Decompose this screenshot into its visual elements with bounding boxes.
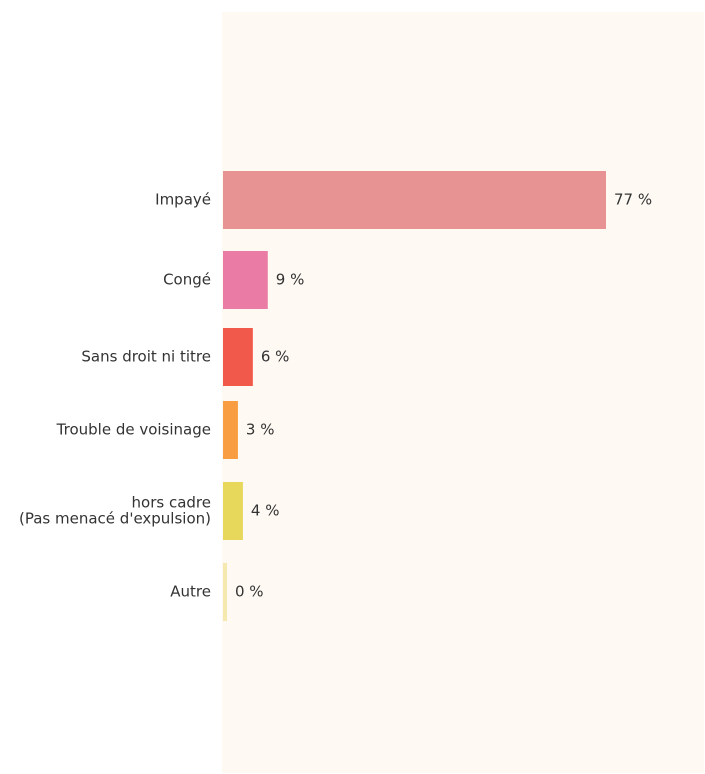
category-labels-group: Impayé Congé Sans droit ni titre Trouble de…	[19, 191, 211, 601]
value-label-5: 0 %	[235, 583, 264, 601]
bars-group	[223, 171, 606, 621]
category-label-0: Impayé	[155, 191, 211, 209]
value-label-0: 77 %	[614, 191, 652, 209]
bar-1	[223, 251, 268, 309]
category-label-2: Sans droit ni titre	[81, 348, 211, 366]
bar-4	[223, 482, 243, 540]
plot-background	[222, 12, 704, 773]
value-label-3: 3 %	[246, 421, 275, 439]
bar-3	[223, 401, 238, 459]
category-label-5: Autre	[170, 583, 211, 601]
bar-0	[223, 171, 606, 229]
category-label-4: hors cadre (Pas menacé d'expulsion)	[19, 494, 211, 528]
bar-2	[223, 328, 253, 386]
value-label-4: 4 %	[251, 502, 280, 520]
category-label-3: Trouble de voisinage	[56, 421, 211, 439]
category-label-1: Congé	[163, 271, 211, 289]
bar-5	[223, 563, 227, 621]
value-labels-group: 77 % 9 % 6 % 3 % 4 % 0 %	[235, 191, 652, 601]
value-label-1: 9 %	[276, 271, 305, 289]
value-label-2: 6 %	[261, 348, 290, 366]
